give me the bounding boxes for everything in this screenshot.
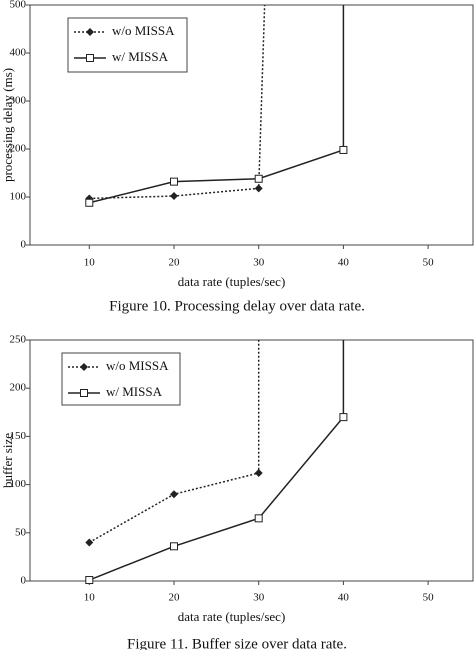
caption: Figure 11. Buffer size over data rate. bbox=[127, 636, 347, 650]
legend-label: w/o MISSA bbox=[106, 358, 169, 373]
caption: Figure 10. Processing delay over data ra… bbox=[109, 298, 365, 314]
legend-label: w/o MISSA bbox=[112, 23, 175, 38]
y-axis-label: buffer size bbox=[0, 433, 15, 488]
point bbox=[169, 177, 178, 186]
point bbox=[254, 469, 263, 478]
y-tick-label: 400 bbox=[10, 47, 27, 59]
x-tick-label: 10 bbox=[84, 257, 96, 269]
y-tick-label: 200 bbox=[10, 382, 27, 394]
point bbox=[169, 490, 178, 499]
point bbox=[85, 198, 94, 207]
legend bbox=[67, 17, 188, 73]
x-tick-label: 10 bbox=[84, 592, 96, 604]
point bbox=[169, 192, 178, 201]
x-tick-label: 20 bbox=[168, 257, 180, 269]
y-tick-label: 200 bbox=[10, 143, 27, 155]
x-axis-label: data rate (tuples/sec) bbox=[178, 274, 286, 289]
point bbox=[85, 576, 94, 585]
x-tick-label: 30 bbox=[253, 257, 265, 269]
point bbox=[254, 174, 263, 183]
point bbox=[339, 145, 348, 154]
x-tick-label: 50 bbox=[423, 257, 435, 269]
y-tick-label: 100 bbox=[10, 478, 27, 490]
line bbox=[89, 5, 266, 200]
legend-marker bbox=[80, 363, 88, 371]
x-tick-label: 20 bbox=[168, 592, 180, 604]
x-tick-label: 40 bbox=[338, 257, 350, 269]
y-tick-label: 0 bbox=[21, 239, 27, 251]
y-tick-label: 300 bbox=[10, 95, 27, 107]
point bbox=[254, 184, 263, 193]
y-tick-label: 500 bbox=[10, 0, 27, 11]
plot-area bbox=[29, 339, 474, 582]
y-tick-label: 100 bbox=[10, 191, 27, 203]
legend-label: w/ MISSA bbox=[112, 49, 169, 64]
y-tick-label: 250 bbox=[10, 334, 27, 346]
point bbox=[339, 413, 348, 422]
legend-marker bbox=[86, 54, 94, 62]
x-tick-label: 40 bbox=[338, 592, 350, 604]
x-tick-label: 50 bbox=[423, 592, 435, 604]
y-tick-label: 0 bbox=[21, 575, 27, 587]
legend-label: w/ MISSA bbox=[106, 384, 163, 399]
point bbox=[169, 542, 178, 551]
plot-area bbox=[29, 4, 474, 246]
point bbox=[254, 514, 263, 523]
x-tick-label: 30 bbox=[253, 592, 265, 604]
y-tick-label: 150 bbox=[10, 430, 27, 442]
x-axis-label: data rate (tuples/sec) bbox=[178, 609, 286, 624]
legend-marker bbox=[86, 28, 94, 36]
y-axis-label: processing delay (ms) bbox=[0, 68, 15, 182]
line bbox=[88, 340, 260, 544]
y-tick-label: 50 bbox=[15, 526, 27, 538]
point bbox=[85, 538, 94, 547]
legend-marker bbox=[80, 389, 88, 397]
